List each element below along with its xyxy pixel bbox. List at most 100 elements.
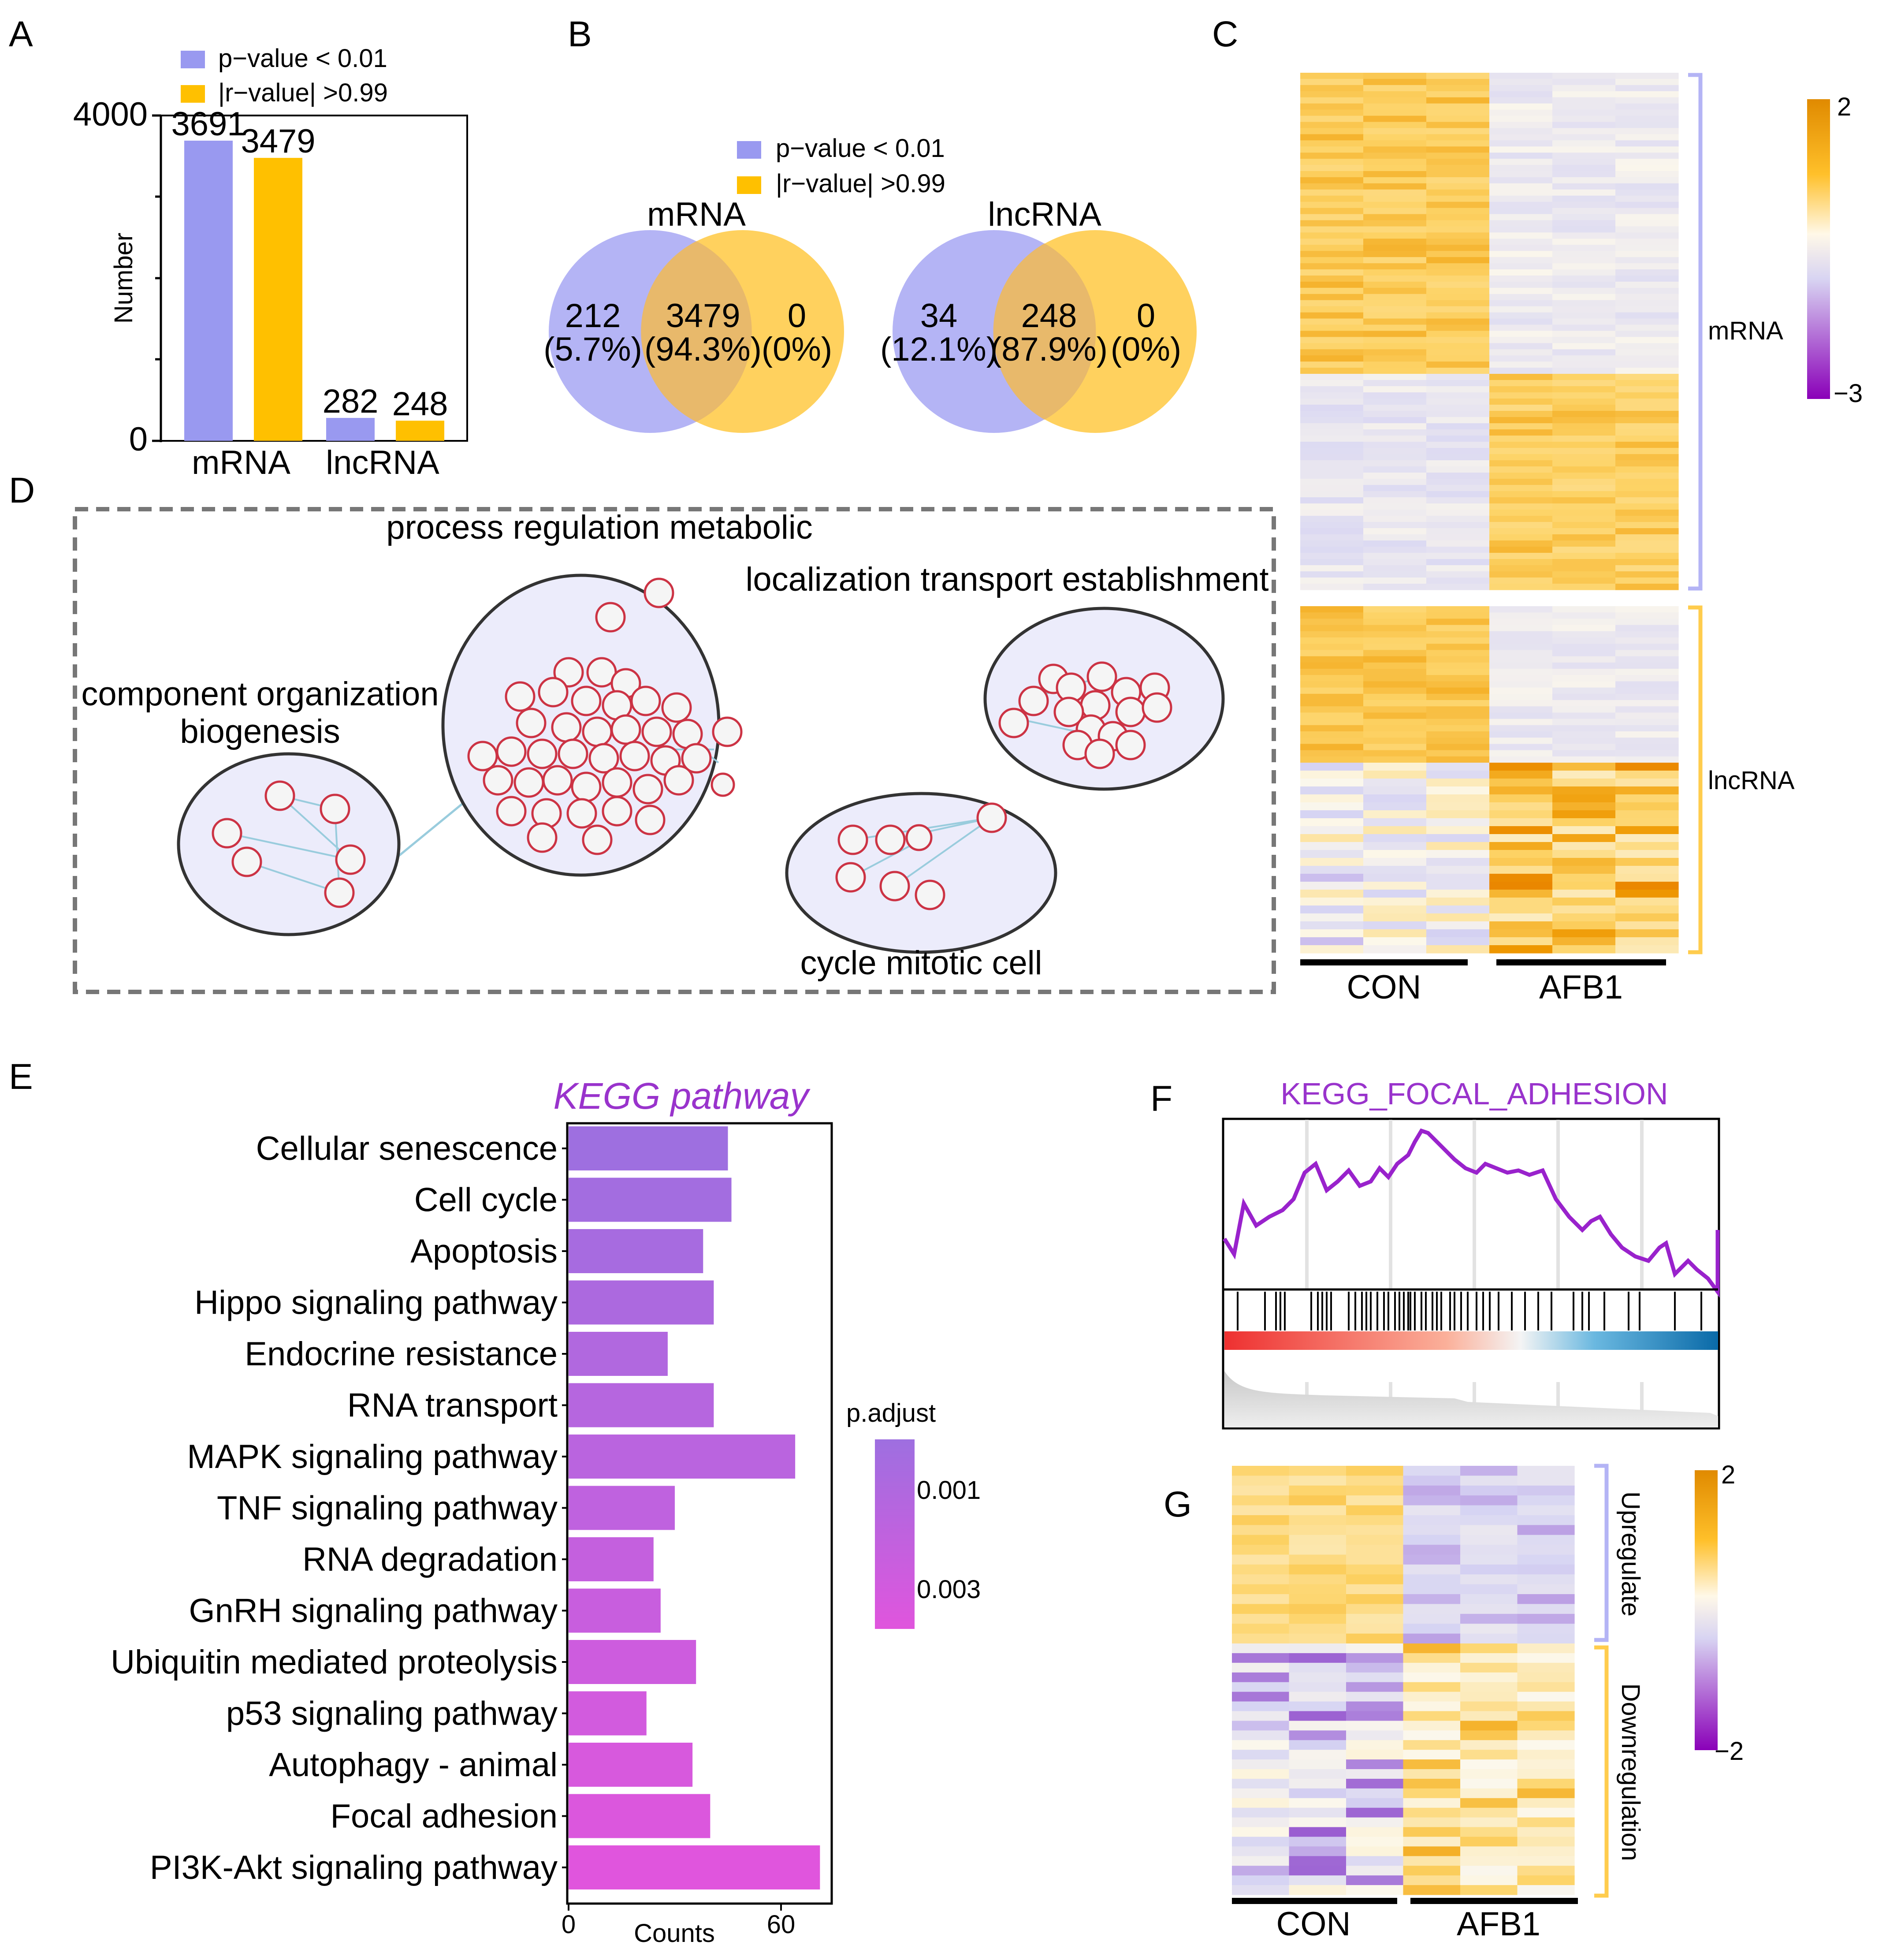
heatmap-cell [1552, 399, 1616, 405]
heatmap-cell [1489, 945, 1553, 954]
heatmap-cell [1403, 1584, 1461, 1595]
heatmap-cell [1517, 1769, 1575, 1779]
heatmap-cell [1615, 318, 1679, 325]
heatmap-cell [1517, 1778, 1575, 1789]
heatmap-cell [1300, 460, 1364, 467]
heatmap-cell [1300, 361, 1364, 368]
heatmap-cell [1489, 442, 1553, 448]
heatmap-cell [1363, 417, 1427, 424]
heatmap-cell [1489, 937, 1553, 946]
heatmap-cell [1489, 516, 1553, 522]
heatmap-cell [1489, 522, 1553, 529]
heatmap-cell [1426, 195, 1490, 202]
heatmap-cell [1615, 619, 1679, 626]
heatmap-cell [1232, 1594, 1290, 1605]
heatmap-cell [1489, 890, 1553, 898]
heatmap-cell [1300, 251, 1364, 257]
heatmap-cell [1300, 559, 1364, 566]
pathway-label: RNA transport [347, 1387, 558, 1424]
heatmap-cell [1552, 405, 1616, 411]
heatmap-cell [1363, 140, 1427, 147]
network-nodes [212, 578, 1172, 910]
heatmap-cell [1363, 374, 1427, 380]
heatmap-cell [1552, 700, 1616, 707]
heatmap-cell [1552, 763, 1616, 771]
heatmap-cell [1489, 656, 1553, 663]
heatmap-cell [1489, 612, 1553, 619]
heatmap-cell [1346, 1682, 1404, 1692]
heatmap-cell [1300, 810, 1364, 819]
heatmap-cell [1289, 1788, 1347, 1799]
heatmap-cell [1300, 606, 1364, 613]
network-node [681, 743, 712, 774]
heatmap-cell [1615, 693, 1679, 701]
heatmap-cell [1403, 1643, 1461, 1654]
heatmap-cell [1615, 547, 1679, 553]
heatmap-cell [1615, 890, 1679, 898]
heatmap-cell [1426, 386, 1490, 393]
heatmap-cell [1300, 386, 1364, 393]
heatmap-cell [1552, 559, 1616, 566]
heatmap-cell [1346, 1817, 1404, 1828]
heatmap-cell [1552, 802, 1616, 811]
heatmap-cell [1426, 631, 1490, 638]
heatmap-cell [1489, 687, 1553, 694]
heatmap-cell [1289, 1778, 1347, 1789]
network-node [1115, 697, 1146, 727]
heatmap-cell [1232, 1564, 1290, 1575]
heatmap-cell [1489, 644, 1553, 650]
heatmap-cell [1489, 220, 1553, 227]
heatmap-cell [1615, 312, 1679, 319]
heatmap-cell [1363, 399, 1427, 405]
heatmap-cell [1460, 1672, 1518, 1683]
heatmap-cell [1363, 306, 1427, 313]
heatmap-cell [1615, 540, 1679, 547]
heatmap-cell [1363, 921, 1427, 930]
heatmap-cell [1552, 238, 1616, 245]
row-group-label: lncRNA [1708, 766, 1795, 795]
heatmap-cell [1552, 263, 1616, 270]
heatmap-cell [1615, 522, 1679, 529]
heatmap-cell [1363, 386, 1427, 393]
heatmap-cell [1346, 1545, 1404, 1555]
heatmap-cell [1552, 485, 1616, 492]
network-node [905, 824, 933, 851]
heatmap-cell [1489, 263, 1553, 270]
heatmap-cell [1426, 251, 1490, 257]
heatmap-cell [1489, 318, 1553, 325]
heatmap-cell [1426, 528, 1490, 535]
heatmap-cell [1289, 1807, 1347, 1818]
heatmap-cell [1300, 700, 1364, 707]
heatmap-cell [1489, 675, 1553, 682]
heatmap-cell [1232, 1875, 1290, 1885]
network-node [582, 716, 613, 747]
heatmap-cell [1300, 220, 1364, 227]
heatmap-cell [1517, 1624, 1575, 1634]
heatmap-cell [1517, 1798, 1575, 1808]
heatmap-cell [1363, 681, 1427, 688]
heatmap-cell [1552, 140, 1616, 147]
heatmap-cell [1346, 1846, 1404, 1856]
heatmap-cell [1552, 337, 1616, 343]
heatmap-cell [1300, 712, 1364, 719]
heatmap-cell [1426, 882, 1490, 890]
heatmap-cell [1615, 516, 1679, 522]
network-node [610, 714, 641, 745]
heatmap-cell [1552, 220, 1616, 227]
venn-overlap [993, 243, 1096, 420]
heatmap-cell [1426, 306, 1490, 313]
heatmap-cell [1403, 1554, 1461, 1565]
heatmap-cell [1403, 1594, 1461, 1605]
heatmap-cell [1517, 1662, 1575, 1673]
heatmap-cell [1346, 1885, 1404, 1895]
heatmap-cell [1300, 731, 1364, 738]
heatmap-cell [1489, 858, 1553, 866]
heatmap-cell [1460, 1692, 1518, 1702]
heatmap-cell [1552, 386, 1616, 393]
heatmap-cell [1363, 349, 1427, 356]
bar-value-label: 248 [392, 385, 448, 423]
heatmap-cell [1426, 466, 1490, 473]
heatmap-cell [1300, 448, 1364, 455]
heatmap-cell [1552, 612, 1616, 619]
heatmap-cell [1346, 1701, 1404, 1712]
